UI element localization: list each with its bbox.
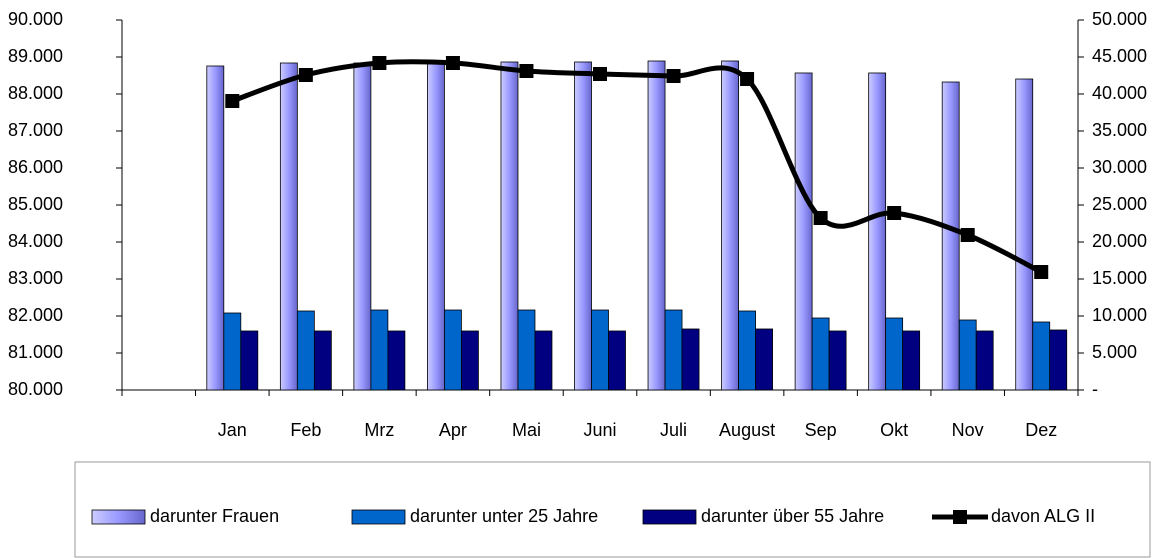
x-tick-label: Mrz bbox=[364, 420, 394, 440]
bar bbox=[755, 328, 773, 391]
line-marker bbox=[519, 64, 534, 79]
line-marker bbox=[887, 205, 902, 220]
y2-tick-label: 40.000 bbox=[1092, 83, 1147, 103]
y-tick-label: 84.000 bbox=[8, 231, 63, 251]
legend-swatch bbox=[351, 509, 406, 525]
y2-tick-label: 45.000 bbox=[1092, 46, 1147, 66]
bar bbox=[240, 330, 259, 391]
x-tick-label: August bbox=[719, 420, 775, 440]
bar bbox=[738, 310, 756, 391]
line-marker bbox=[298, 67, 313, 82]
legend-marker bbox=[953, 510, 967, 524]
bar bbox=[681, 328, 700, 391]
legend-box bbox=[74, 461, 1151, 558]
bar bbox=[721, 60, 739, 391]
line-marker bbox=[960, 227, 975, 242]
y-tick-label: 80.000 bbox=[8, 379, 63, 399]
bar bbox=[313, 330, 332, 391]
bar bbox=[608, 330, 626, 391]
bar bbox=[444, 309, 462, 391]
bar bbox=[517, 309, 536, 391]
bar bbox=[534, 330, 553, 391]
line-marker bbox=[740, 72, 755, 87]
x-tick-label: Nov bbox=[952, 420, 984, 440]
bar bbox=[461, 330, 479, 391]
bar bbox=[427, 61, 445, 391]
bar bbox=[902, 330, 921, 391]
x-tick-label: Juni bbox=[583, 420, 616, 440]
y2-tick-label: 20.000 bbox=[1092, 231, 1147, 251]
bar bbox=[664, 309, 683, 391]
bar bbox=[500, 61, 519, 391]
legend-label: davon ALG II bbox=[991, 506, 1095, 526]
y2-tick-label: 5.000 bbox=[1092, 342, 1137, 362]
bar bbox=[941, 81, 960, 391]
legend-label: darunter unter 25 Jahre bbox=[410, 506, 598, 526]
y-tick-label: 82.000 bbox=[8, 305, 63, 325]
y-tick-label: 88.000 bbox=[8, 83, 63, 103]
y2-tick-label: 25.000 bbox=[1092, 194, 1147, 214]
line-marker bbox=[666, 69, 681, 84]
x-tick-label: Sep bbox=[805, 420, 837, 440]
y2-tick-label: 50.000 bbox=[1092, 9, 1147, 29]
bar bbox=[647, 60, 666, 391]
line-marker bbox=[593, 66, 607, 81]
bar bbox=[296, 310, 315, 391]
bar bbox=[975, 330, 994, 391]
x-tick-label: Jan bbox=[218, 420, 247, 440]
bar bbox=[1049, 329, 1068, 391]
x-tick-label: Dez bbox=[1025, 420, 1057, 440]
legend-swatch bbox=[642, 509, 697, 525]
bar bbox=[370, 309, 389, 391]
bar bbox=[828, 330, 847, 391]
bar bbox=[206, 65, 225, 391]
bar bbox=[794, 72, 813, 391]
y-tick-label: 85.000 bbox=[8, 194, 63, 214]
y-tick-label: 83.000 bbox=[8, 268, 63, 288]
bar bbox=[279, 62, 298, 391]
bar bbox=[387, 330, 406, 391]
bar bbox=[353, 62, 372, 391]
x-tick-label: Juli bbox=[660, 420, 687, 440]
x-tick-label: Apr bbox=[439, 420, 467, 440]
legend-swatch bbox=[91, 509, 146, 525]
bar bbox=[958, 319, 977, 391]
bar bbox=[1032, 321, 1051, 391]
legend-label: darunter Frauen bbox=[150, 506, 279, 526]
y-tick-label: 81.000 bbox=[8, 342, 63, 362]
y2-tick-label: - bbox=[1092, 379, 1098, 399]
legend-label: darunter über 55 Jahre bbox=[701, 506, 884, 526]
y2-tick-label: 35.000 bbox=[1092, 120, 1147, 140]
bar bbox=[1015, 78, 1034, 391]
x-tick-label: Okt bbox=[880, 420, 908, 440]
x-tick-label: Mai bbox=[512, 420, 541, 440]
y-tick-label: 86.000 bbox=[8, 157, 63, 177]
line-marker bbox=[445, 56, 460, 71]
line-marker bbox=[225, 94, 240, 109]
y2-tick-label: 10.000 bbox=[1092, 305, 1147, 325]
bar bbox=[868, 72, 887, 391]
bar bbox=[591, 309, 609, 391]
line-marker bbox=[813, 211, 828, 226]
y2-tick-label: 15.000 bbox=[1092, 268, 1147, 288]
y-tick-label: 90.000 bbox=[8, 9, 63, 29]
bar bbox=[811, 317, 830, 391]
bar bbox=[223, 312, 242, 391]
y-tick-label: 87.000 bbox=[8, 120, 63, 140]
bar bbox=[574, 61, 592, 391]
line-marker bbox=[372, 56, 387, 71]
bar bbox=[885, 317, 904, 391]
y2-tick-label: 30.000 bbox=[1092, 157, 1147, 177]
y-tick-label: 89.000 bbox=[8, 46, 63, 66]
x-tick-label: Feb bbox=[290, 420, 321, 440]
line-marker bbox=[1034, 264, 1049, 279]
